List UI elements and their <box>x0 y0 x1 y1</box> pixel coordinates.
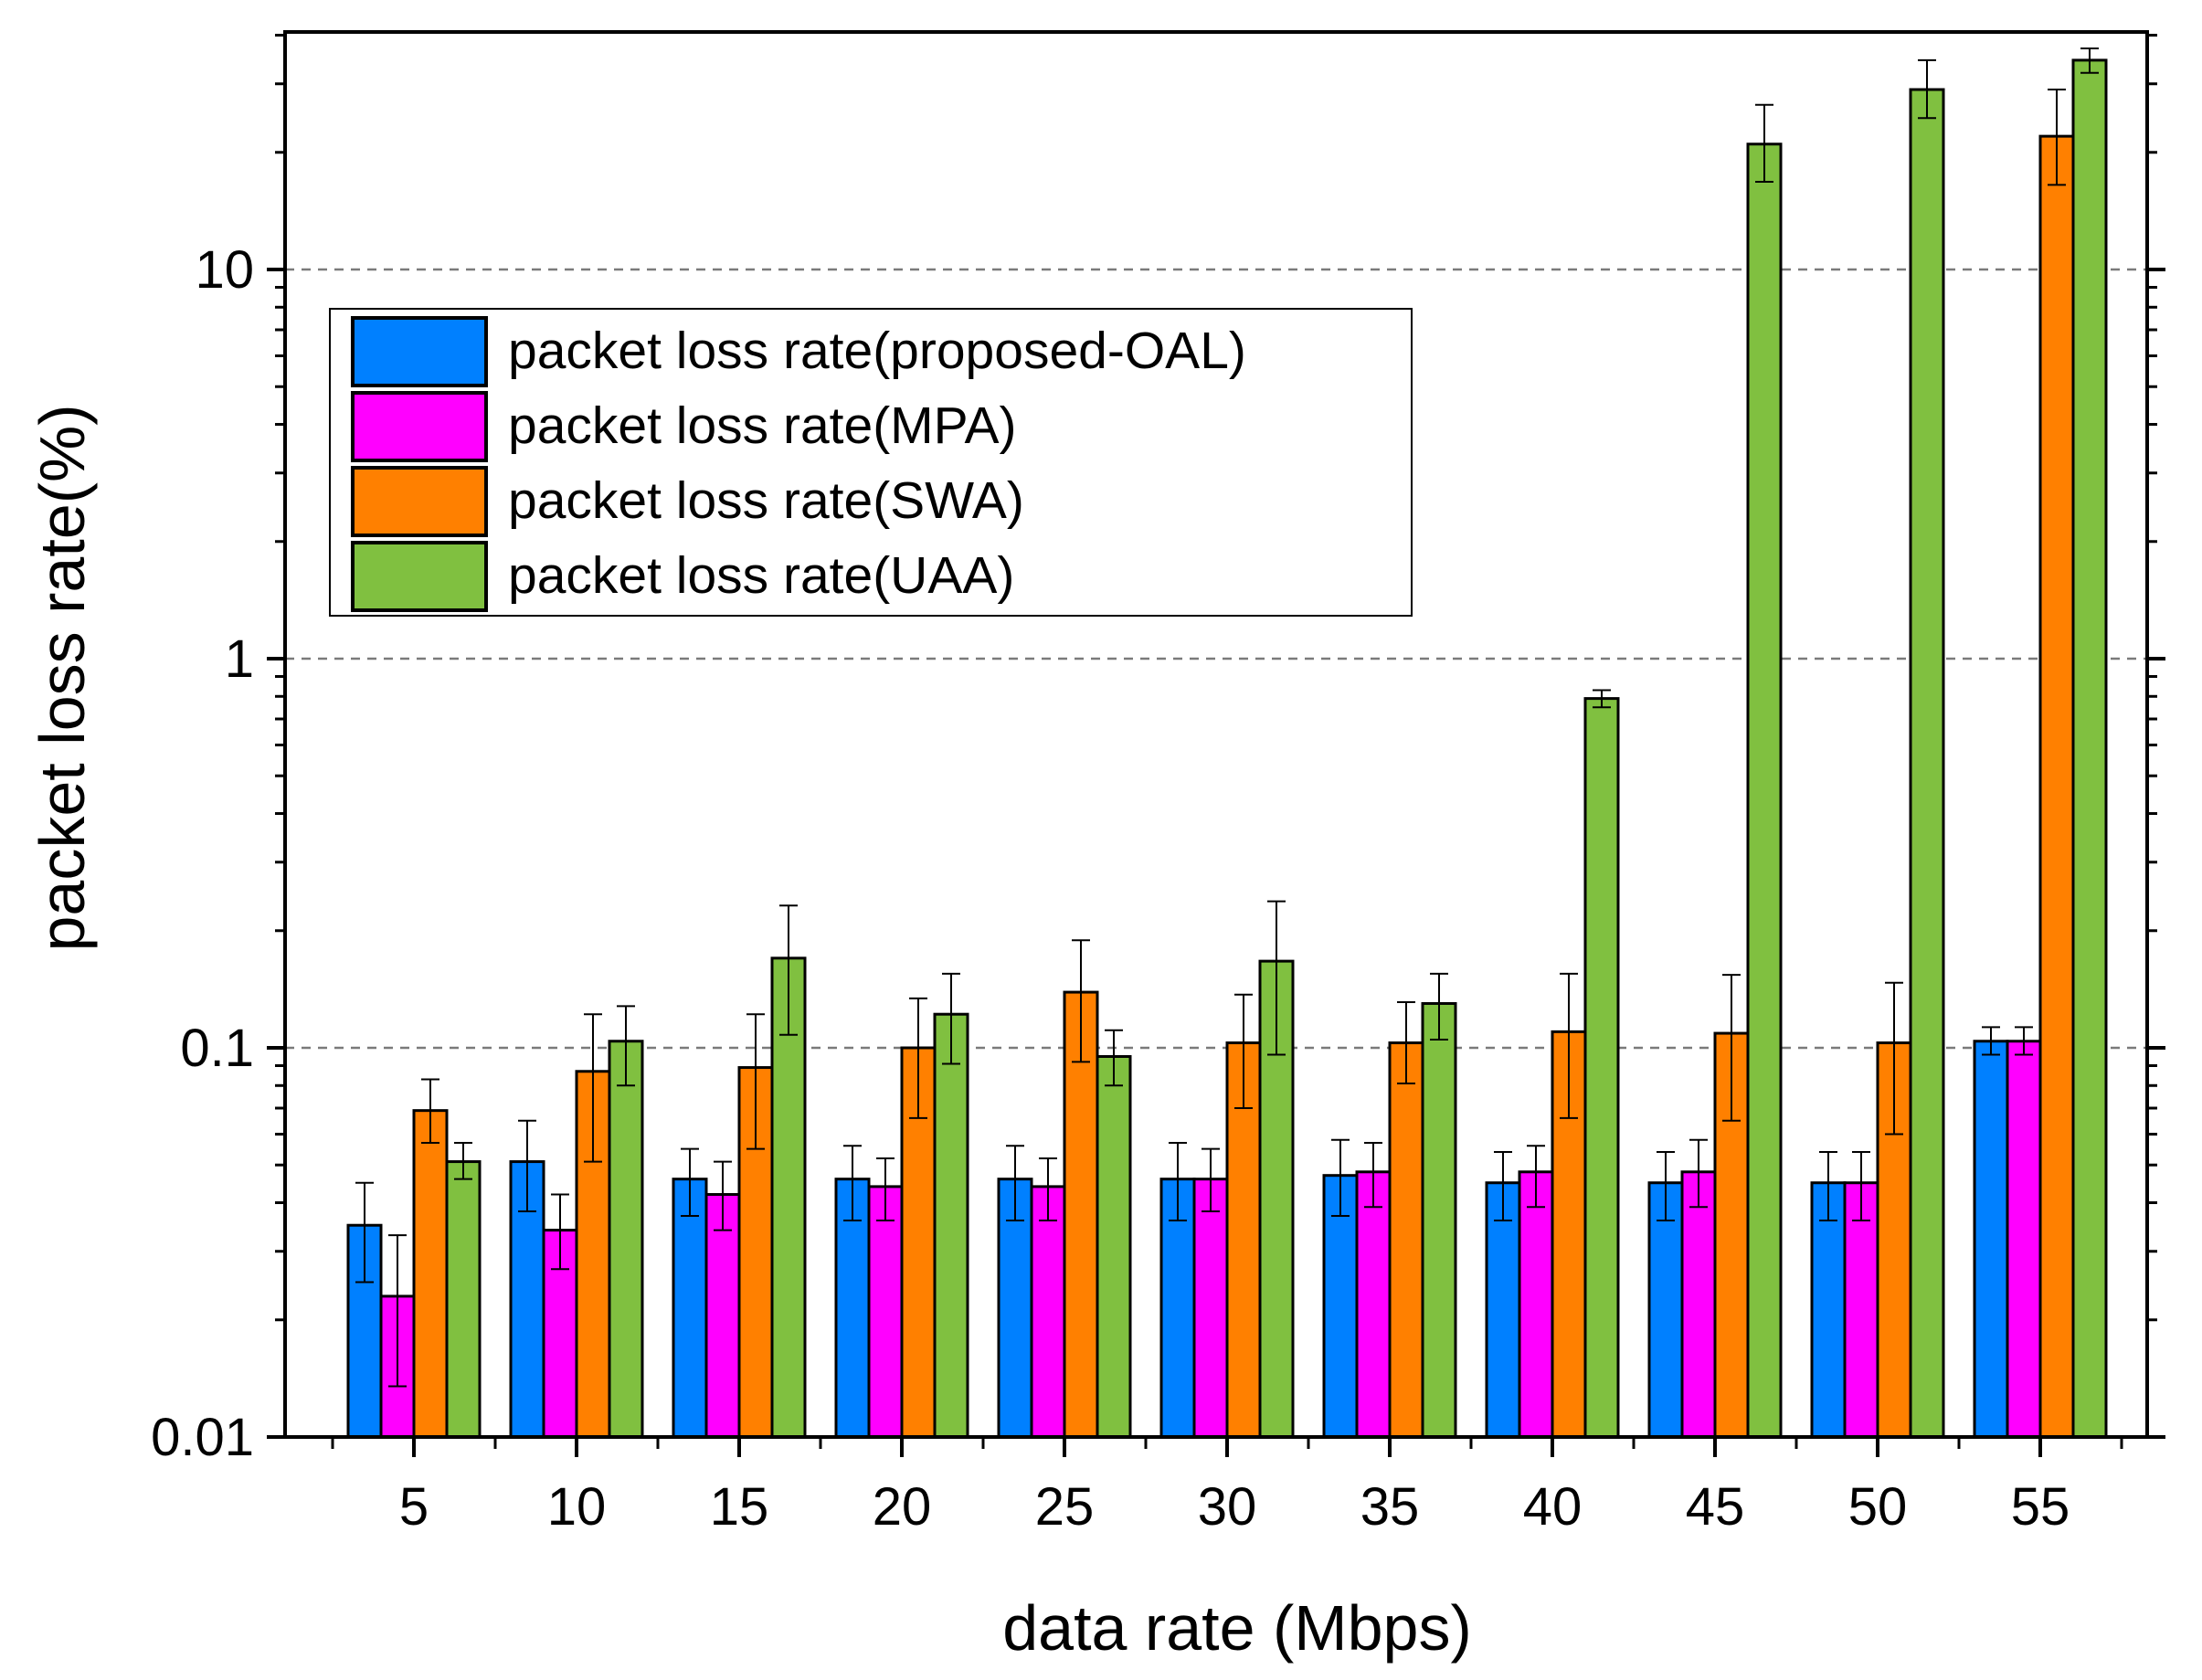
bar <box>933 1012 969 1439</box>
bar <box>770 956 807 1439</box>
x-tick-label: 30 <box>1198 1477 1257 1537</box>
legend-label: packet loss rate(UAA) <box>508 546 1014 605</box>
bar <box>1096 1054 1132 1439</box>
x-axis-title: data rate (Mbps) <box>1002 1592 1472 1664</box>
x-tick-label: 10 <box>547 1477 607 1537</box>
plot-frame <box>283 30 2149 1439</box>
legend-swatch <box>351 391 488 462</box>
tick-labels: 0.01 0.1 1 10 5 10 15 20 25 30 35 40 45 50 55 <box>151 240 2070 1537</box>
bar <box>1030 1185 1066 1439</box>
y-axis-title: packet loss rate(%) <box>26 404 98 951</box>
bar <box>2038 134 2075 1439</box>
x-tick-label: 50 <box>1848 1477 1908 1537</box>
bar <box>412 1109 449 1439</box>
legend-swatch <box>351 466 488 537</box>
bar <box>2071 58 2108 1439</box>
legend-label: packet loss rate(SWA) <box>508 471 1024 530</box>
x-tick-label: 15 <box>710 1477 769 1537</box>
axes <box>267 30 2165 1457</box>
x-tick-label: 20 <box>873 1477 932 1537</box>
legend-label: packet loss rate(MPA) <box>508 396 1016 455</box>
x-tick-label: 25 <box>1035 1477 1095 1537</box>
legend-label: packet loss rate(proposed-OAL) <box>508 322 1246 380</box>
bar <box>1909 88 1945 1439</box>
bar <box>1680 1170 1717 1439</box>
bar <box>1583 697 1620 1439</box>
bar <box>1973 1040 2009 1439</box>
bar <box>1388 1041 1424 1439</box>
x-tick-label: 40 <box>1523 1477 1583 1537</box>
bar <box>1192 1178 1229 1439</box>
legend: packet loss rate(proposed-OAL) packet los… <box>329 308 1413 617</box>
bar <box>445 1160 482 1439</box>
bar <box>608 1040 644 1439</box>
bar <box>1551 1030 1587 1439</box>
bars <box>346 58 2108 1439</box>
bar <box>1355 1170 1392 1439</box>
bar <box>1421 1001 1457 1439</box>
error-bars <box>355 47 2099 1388</box>
x-tick-label: 35 <box>1360 1477 1420 1537</box>
bar <box>1746 143 1783 1439</box>
y-tick-label: 0.01 <box>151 1408 254 1467</box>
y-tick-label: 1 <box>225 629 254 689</box>
y-tick-label: 0.1 <box>180 1019 254 1078</box>
y-tick-label: 10 <box>195 240 254 300</box>
bar <box>834 1178 871 1439</box>
x-tick-label: 45 <box>1686 1477 1745 1537</box>
legend-swatch <box>351 541 488 612</box>
bar <box>672 1178 708 1439</box>
bar <box>867 1185 904 1439</box>
legend-box <box>329 308 1413 617</box>
x-tick-label: 5 <box>399 1477 429 1537</box>
bar <box>997 1178 1033 1439</box>
bar <box>1518 1170 1554 1439</box>
legend-swatch <box>351 316 488 387</box>
x-tick-label: 55 <box>2011 1477 2070 1537</box>
grid-lines <box>285 268 2147 1050</box>
bar <box>2006 1040 2042 1439</box>
